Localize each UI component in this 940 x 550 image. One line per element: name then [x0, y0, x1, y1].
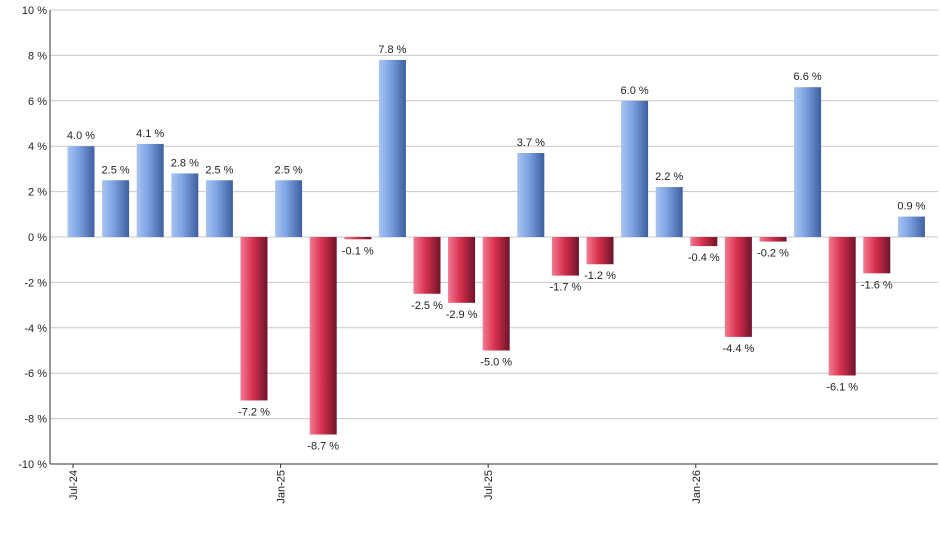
y-tick-label: -10 % [18, 459, 47, 471]
bar-apr-26 [794, 87, 822, 238]
y-tick-label: 10 % [22, 5, 47, 17]
data-label: -1.6 % [861, 279, 893, 291]
bar-nov-25 [621, 100, 649, 237]
bar-may-25 [413, 237, 441, 294]
y-tick-label: 2 % [28, 187, 47, 199]
data-label: 7.8 % [378, 44, 406, 56]
y-tick-label: 6 % [28, 96, 47, 108]
data-label: 6.0 % [621, 85, 649, 97]
bar-aug-24 [102, 180, 130, 237]
data-labels: 4.0 % 2.5 % 4.1 % 2.8 % 2.5 % -7.2 % 2.5 % -8.7… [67, 44, 926, 453]
data-label: 2.5 % [205, 164, 233, 176]
x-tick-label: Jul-25 [483, 470, 495, 500]
data-label: -5.0 % [480, 357, 512, 369]
bar-jul-25 [482, 237, 510, 351]
bar-oct-24 [171, 173, 199, 237]
data-label: -1.2 % [584, 270, 616, 282]
bar-oct-25 [586, 237, 614, 265]
bar-jul-24 [67, 146, 95, 237]
x-tick-label: Jan-26 [691, 470, 703, 504]
data-label: -1.7 % [550, 282, 582, 294]
bar-sep-25 [551, 237, 579, 276]
y-tick-label: 0 % [28, 232, 47, 244]
bar-mar-25 [344, 237, 372, 240]
data-label: 0.9 % [897, 201, 925, 213]
y-tick-label: -6 % [24, 368, 47, 380]
bar-jan-26 [690, 237, 718, 247]
data-label: -8.7 % [307, 440, 339, 452]
bar-nov-24 [205, 180, 233, 237]
y-tick-label: 8 % [28, 50, 47, 62]
bar-aug-25 [517, 153, 545, 237]
bar-sep-24 [136, 143, 164, 237]
axes [49, 10, 938, 465]
y-tick-label: -8 % [24, 414, 47, 426]
bar-apr-25 [378, 59, 406, 237]
x-tick-label: Jul-24 [68, 470, 80, 500]
bar-dec-25 [655, 187, 683, 237]
bar-feb-26 [724, 237, 752, 337]
bar-feb-25 [309, 237, 337, 435]
data-label: 3.7 % [517, 137, 545, 149]
bar-jun-26 [863, 237, 891, 274]
data-label: 2.2 % [655, 171, 683, 183]
data-label: -0.4 % [688, 252, 720, 264]
data-label: -4.4 % [723, 343, 755, 355]
y-tick-label: -4 % [24, 323, 47, 335]
data-label: -2.9 % [446, 309, 478, 321]
x-axis-tick-labels: Jul-24 Jan-25 Jul-25 Jan-26 [68, 464, 703, 504]
bar-jan-25 [275, 180, 303, 237]
data-label: -2.5 % [411, 300, 443, 312]
y-axis-tick-labels: -10 % -8 % -6 % -4 % -2 % 0 % 2 % 4 % 6 % 8 % 10 % [18, 5, 47, 471]
data-label: -0.1 % [342, 245, 374, 257]
data-label: 4.0 % [67, 130, 95, 142]
bar-may-26 [828, 237, 856, 376]
data-label: 2.5 % [102, 164, 130, 176]
bars [67, 59, 925, 435]
y-tick-label: -2 % [24, 277, 47, 289]
data-label: 2.8 % [171, 157, 199, 169]
x-tick-label: Jan-25 [276, 470, 288, 504]
y-tick-label: 4 % [28, 141, 47, 153]
data-label: -6.1 % [826, 381, 858, 393]
bar-jun-25 [448, 237, 476, 303]
data-label: -0.2 % [757, 248, 789, 260]
bar-mar-26 [759, 237, 787, 242]
data-label: 2.5 % [275, 164, 303, 176]
data-label: -7.2 % [238, 406, 270, 418]
data-label: 4.1 % [136, 128, 164, 140]
bar-jul-26 [897, 216, 925, 237]
bar-dec-24 [240, 237, 268, 401]
data-label: 6.6 % [794, 71, 822, 83]
